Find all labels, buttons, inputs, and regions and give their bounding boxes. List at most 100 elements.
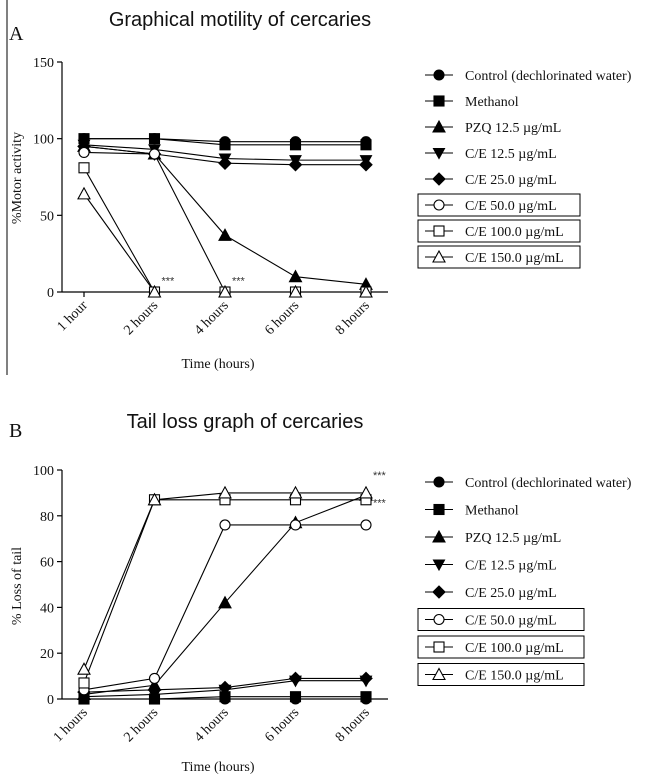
panel-a-series-7-point — [288, 284, 303, 298]
panel-b-legend-label: C/E 12.5 µg/mL — [465, 559, 557, 574]
panel-a: A Graphical motility of cercaries Time (… — [9, 9, 632, 372]
panel-b-legend-marker — [433, 613, 445, 626]
panel-b-series-7-point — [218, 485, 232, 499]
panel-b-x-tick-label: 8 hours — [333, 705, 373, 745]
panel-a-series-2-point — [288, 269, 303, 283]
panel-b-x-tick-label: 6 hours — [262, 705, 302, 745]
panel-a-title: Graphical motility of cercaries — [109, 9, 371, 31]
panel-b-y-tick-label: 0 — [47, 693, 54, 708]
panel-b-significance-annotation: *** — [373, 470, 387, 482]
panel-b-y-tick-label: 20 — [40, 647, 54, 662]
panel-b-title: Tail loss graph of cercaries — [127, 411, 364, 433]
panel-a-legend-box — [417, 245, 581, 269]
panel-a-series-4-point — [359, 157, 373, 172]
panel-a-series-5-point — [78, 146, 90, 159]
panel-a-plot: 0 50 100 150 1 hour 2 hours 4 hours 6 hours 8 ho… — [33, 56, 388, 338]
panel-b-legend-marker — [432, 529, 446, 543]
panel-a-y-axis-label: %Motor activity — [10, 132, 25, 224]
panel-b-y-axis-label: % Loss of tail — [10, 547, 25, 625]
panel-b-series-7-point — [359, 485, 373, 499]
panel-b-plot: 0 20 40 60 80 100 1 hours 2 hours 4 hours 6 hours… — [33, 464, 388, 745]
panel-b-series-7-point — [288, 485, 303, 499]
panel-a-legend-marker — [433, 199, 445, 211]
panel-a-x-tick-label: 8 hours — [333, 298, 373, 338]
panel-a-x-tick-label: 1 hour — [55, 298, 91, 334]
panel-a-x-tick-label: 2 hours — [121, 298, 161, 338]
panel-a-series-7-point — [77, 186, 91, 200]
panel-a-y-tick-label: 0 — [47, 286, 54, 301]
panel-a-legend-marker — [432, 249, 446, 263]
panel-b-letter: B — [9, 420, 22, 442]
panel-a-series-1-point — [148, 133, 161, 145]
panel-a-legend-label: C/E 100.0 µg/mL — [465, 225, 564, 240]
panel-a-legend-marker — [432, 172, 446, 186]
panel-a-series-1-point — [289, 139, 302, 151]
panel-a-legend-marker — [432, 147, 446, 160]
panel-b-x-tick-label: 2 hours — [121, 705, 161, 745]
panel-b-legend-box — [417, 635, 585, 659]
panel-b-series-5-point — [219, 519, 231, 531]
panel-b: B Tail loss graph of cercaries Time (hou… — [9, 411, 632, 775]
panel-b-series-2-point — [218, 595, 232, 609]
panel-b-y-tick-label: 80 — [40, 510, 54, 525]
panel-b-legend-label: PZQ 12.5 µg/mL — [465, 531, 561, 546]
panel-b-legend-marker — [432, 585, 446, 599]
panel-b-x-tick-label: 1 hours — [51, 705, 91, 745]
panel-a-series-4-point — [288, 157, 303, 172]
panel-a-legend-box — [417, 193, 581, 217]
panel-b-legend-label: C/E 150.0 µg/mL — [465, 669, 564, 684]
panel-a-y-tick-label: 100 — [33, 133, 54, 148]
panel-a-legend-marker — [433, 95, 445, 107]
panel-b-significance-annotation: *** — [373, 498, 387, 510]
panel-a-series-1-point — [360, 139, 372, 151]
panel-a-x-tick-label: 4 hours — [192, 298, 232, 338]
panel-b-legend-marker — [432, 667, 446, 681]
panel-b-y-tick-label: 40 — [40, 601, 54, 616]
panel-a-legend-label: C/E 12.5 µg/mL — [465, 147, 557, 162]
panel-a-series-5-point — [148, 148, 161, 160]
panel-b-y-tick-label: 100 — [33, 464, 54, 479]
panel-a-x-tick-label: 6 hours — [262, 298, 302, 338]
panel-a-legend-label: C/E 150.0 µg/mL — [465, 251, 564, 266]
panel-b-series-line-7 — [83, 492, 366, 670]
panel-a-series-4-point — [218, 156, 232, 170]
panel-a-legend-label: Methanol — [465, 95, 519, 110]
panel-b-series-4-point — [147, 683, 162, 697]
panel-b-legend-marker — [433, 503, 445, 516]
panel-a-series-6-point — [78, 162, 90, 174]
panel-b-x-axis-label: Time (hours) — [182, 760, 255, 775]
panel-b-legend-box — [417, 608, 585, 631]
panel-a-legend-marker — [433, 225, 445, 237]
panel-a-series-7-point — [147, 284, 162, 298]
panel-b-series-6-point — [78, 677, 90, 689]
panel-b-legend-label: Control (dechlorinated water) — [465, 476, 632, 491]
panel-b-series-1-point — [360, 691, 372, 703]
panel-b-series-4-point — [218, 680, 232, 695]
panel-a-y-tick-label: 150 — [33, 56, 54, 71]
panel-b-series-5-point — [360, 519, 372, 531]
panel-b-legend-marker — [433, 476, 445, 488]
panel-a-legend-label: PZQ 12.5 µg/mL — [465, 121, 561, 136]
panel-a-letter: A — [9, 23, 24, 45]
panel-a-legend-label: C/E 50.0 µg/mL — [465, 199, 557, 214]
panel-a-series-1-point — [219, 139, 231, 151]
panel-a-series-7-point — [218, 284, 232, 298]
panel-a-significance-annotation: *** — [232, 275, 246, 287]
panel-a-legend-marker — [432, 119, 446, 133]
panel-b-legend: Control (dechlorinated water) Methanol PZQ… — [417, 476, 632, 686]
panel-a-legend-label: C/E 25.0 µg/mL — [465, 173, 557, 188]
panel-b-series-7-point — [147, 492, 162, 506]
panel-b-legend-label: C/E 100.0 µg/mL — [465, 641, 564, 656]
panel-b-legend-label: C/E 50.0 µg/mL — [465, 614, 557, 629]
panel-b-legend-label: Methanol — [465, 504, 519, 519]
panel-a-legend-marker — [433, 69, 445, 81]
panel-b-series-5-point — [148, 672, 161, 684]
panel-b-legend-label: C/E 25.0 µg/mL — [465, 586, 557, 601]
panel-a-series-line-5 — [83, 151, 366, 293]
panel-b-legend-marker — [432, 559, 446, 572]
panel-b-series-4-point — [288, 671, 303, 686]
panel-a-legend-label: Control (dechlorinated water) — [465, 69, 632, 84]
panel-b-legend-marker — [433, 641, 445, 653]
panel-b-series-5-point — [289, 519, 302, 531]
